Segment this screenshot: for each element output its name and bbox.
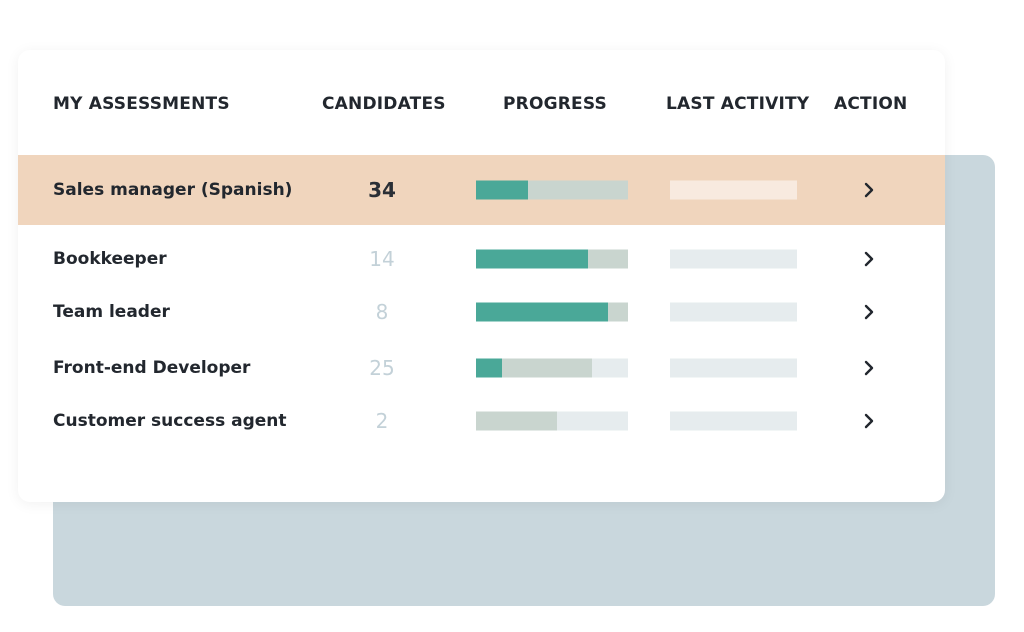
- table-row: Customer success agent 2: [18, 394, 945, 444]
- column-header: ACTION: [834, 94, 908, 114]
- table-row: Team leader 8: [18, 284, 945, 334]
- progress-in-progress: [588, 249, 628, 269]
- table-row: Front-end Developer 25: [18, 340, 945, 390]
- progress-completed: [476, 180, 528, 200]
- progress-bar: [476, 302, 628, 322]
- last-activity-placeholder: [670, 249, 797, 269]
- progress-completed: [476, 358, 502, 378]
- column-header: MY ASSESSMENTS: [53, 94, 230, 114]
- assessment-title: Front-end Developer: [53, 358, 251, 378]
- last-activity-placeholder: [670, 180, 797, 200]
- column-header: PROGRESS: [503, 94, 607, 114]
- table-row: Bookkeeper 14: [18, 225, 945, 275]
- assessments-card: MY ASSESSMENTS CANDIDATES PROGRESS LAST ACT…: [18, 50, 945, 502]
- last-activity-placeholder: [670, 358, 797, 378]
- progress-bar: [476, 411, 628, 431]
- last-activity-placeholder: [670, 302, 797, 322]
- column-header: CANDIDATES: [322, 94, 446, 114]
- open-button[interactable]: [861, 180, 877, 200]
- progress-completed: [476, 302, 609, 322]
- column-header: LAST ACTIVITY: [666, 94, 810, 114]
- progress-in-progress: [608, 302, 628, 322]
- open-button[interactable]: [861, 411, 877, 431]
- open-button[interactable]: [861, 358, 877, 378]
- progress-bar: [476, 249, 628, 269]
- last-activity-placeholder: [670, 411, 797, 431]
- candidate-count: 34: [368, 178, 396, 202]
- progress-in-progress: [501, 358, 592, 378]
- progress-bar: [476, 180, 628, 200]
- candidate-count: 25: [369, 356, 395, 380]
- table-row: Sales manager (Spanish) 34: [18, 155, 945, 225]
- progress-in-progress: [476, 411, 557, 431]
- open-button[interactable]: [861, 249, 877, 269]
- open-button[interactable]: [861, 302, 877, 322]
- progress-in-progress: [527, 180, 628, 200]
- candidate-count: 14: [369, 247, 395, 271]
- assessment-title: Customer success agent: [53, 411, 287, 431]
- candidate-count: 8: [375, 300, 389, 324]
- assessment-title: Team leader: [53, 302, 170, 322]
- assessment-title: Sales manager (Spanish): [53, 180, 293, 200]
- progress-bar: [476, 358, 628, 378]
- candidate-count: 2: [375, 409, 389, 433]
- progress-completed: [476, 249, 589, 269]
- assessment-title: Bookkeeper: [53, 249, 167, 269]
